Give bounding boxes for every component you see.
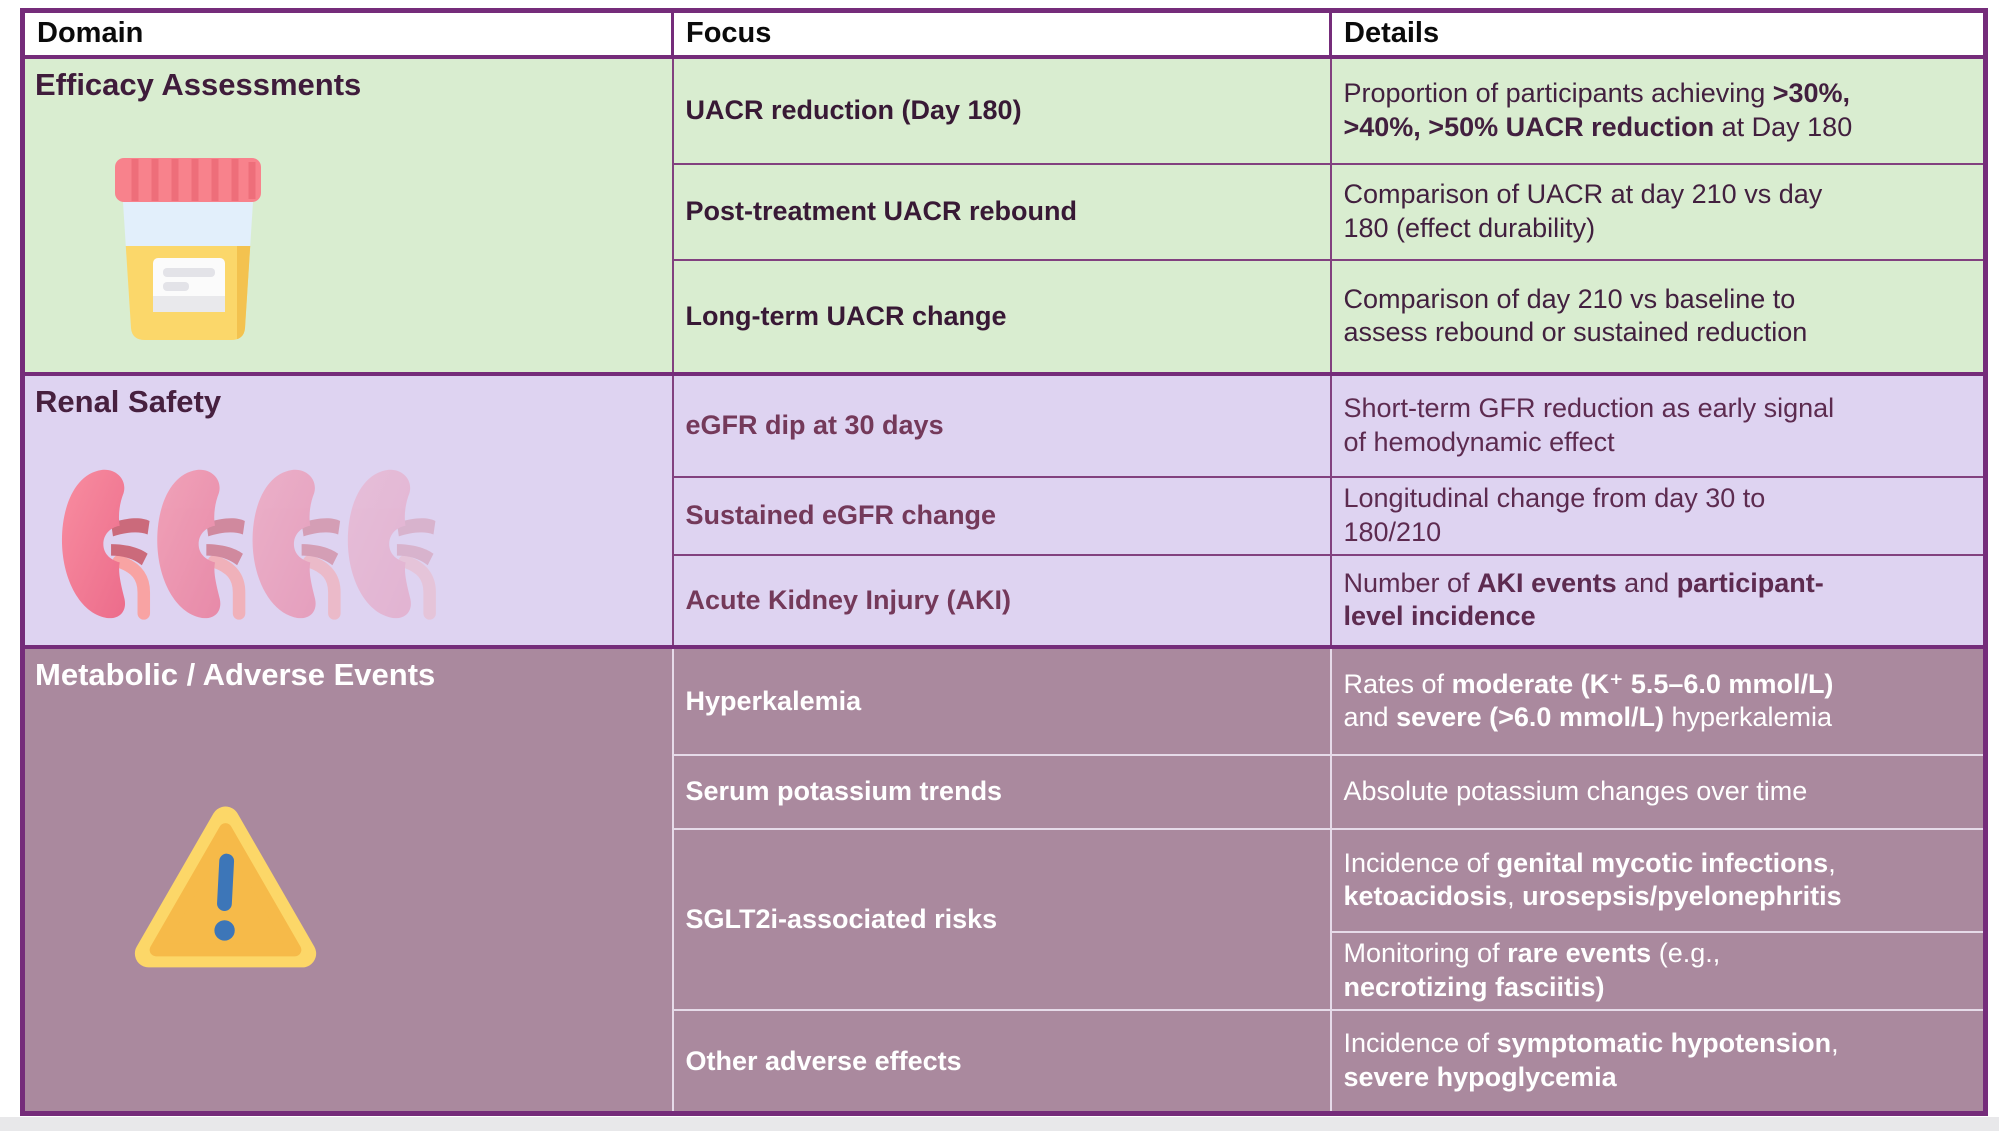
details-cell: Comparison of day 210 vs baseline to ass… xyxy=(1329,258,1986,374)
focus-cell: Other adverse effects xyxy=(671,1008,1331,1114)
focus-cell: Hyperkalemia xyxy=(671,644,1331,755)
col-header-domain: Domain xyxy=(21,10,673,57)
col-header-focus: Focus xyxy=(671,10,1331,57)
table-row: Post-treatment UACR rebound Comparison o… xyxy=(23,162,1986,260)
domain-cell-efficacy: Efficacy Assessments xyxy=(21,54,673,374)
table-row: Sustained eGFR change Longitudinal chang… xyxy=(23,475,1986,555)
focus-cell: Long-term UACR change xyxy=(671,258,1331,374)
focus-cell: Acute Kidney Injury (AKI) xyxy=(671,553,1331,647)
page-bottom-strip xyxy=(0,1117,1999,1131)
table-row: Renal Safety xyxy=(21,371,1986,647)
focus-cell: UACR reduction (Day 180) xyxy=(671,54,1331,164)
header-row: Domain Focus Details xyxy=(21,10,1986,57)
table-row: Efficacy Assessments xyxy=(21,54,1986,374)
focus-cell: eGFR dip at 30 days xyxy=(671,371,1331,477)
study-assessment-table: Domain Focus Details Efficacy Assessment… xyxy=(20,8,1988,1116)
focus-cell: Serum potassium trends xyxy=(671,753,1331,829)
warning-triangle-icon xyxy=(133,800,318,985)
focus-cell: SGLT2i-associated risks xyxy=(671,827,1331,1010)
table-row: SGLT2i-associated risks Incidence of gen… xyxy=(23,827,1986,1010)
col-header-details: Details xyxy=(1329,10,1986,57)
details-cell: Absolute potassium changes over time xyxy=(1329,753,1986,829)
table-row: Other adverse effects Incidence of sympt… xyxy=(23,1008,1986,1114)
domain-cell-metabolic: Metabolic / Adverse Events xyxy=(21,644,673,1114)
section-title-efficacy: Efficacy Assessments xyxy=(35,66,362,102)
kidneys-fading-icon xyxy=(61,467,446,626)
details-cell: Incidence of genital mycotic infections,… xyxy=(1329,827,1986,932)
section-title-renal: Renal Safety xyxy=(35,383,222,419)
focus-cell: Sustained eGFR change xyxy=(671,475,1331,555)
details-cell: Longitudinal change from day 30 to 180/2… xyxy=(1329,475,1986,555)
details-cell: Incidence of symptomatic hypotension, se… xyxy=(1329,1008,1986,1114)
details-cell: Rates of moderate (K⁺ 5.5–6.0 mmol/L) an… xyxy=(1329,644,1986,755)
table-row: Long-term UACR change Comparison of day … xyxy=(23,258,1986,374)
details-cell: Comparison of UACR at day 210 vs day 180… xyxy=(1329,162,1986,260)
domain-cell-renal: Renal Safety xyxy=(21,371,673,647)
urine-sample-icon xyxy=(113,156,263,346)
table-row: Metabolic / Adverse Events Hyperkalemia … xyxy=(21,644,1986,1114)
details-cell: Proportion of participants achieving >30… xyxy=(1329,54,1986,164)
focus-cell: Post-treatment UACR rebound xyxy=(671,162,1331,260)
table-row: Monitoring of rare events (e.g., necroti… xyxy=(23,930,1986,1010)
table-row: Acute Kidney Injury (AKI) Number of AKI … xyxy=(23,553,1986,647)
details-cell: Short-term GFR reduction as early signal… xyxy=(1329,371,1986,477)
details-cell: Number of AKI events and participant- le… xyxy=(1329,553,1986,647)
details-cell: Monitoring of rare events (e.g., necroti… xyxy=(1329,930,1986,1010)
section-title-metabolic: Metabolic / Adverse Events xyxy=(35,656,436,692)
table-row: Serum potassium trends Absolute potassiu… xyxy=(23,753,1986,829)
